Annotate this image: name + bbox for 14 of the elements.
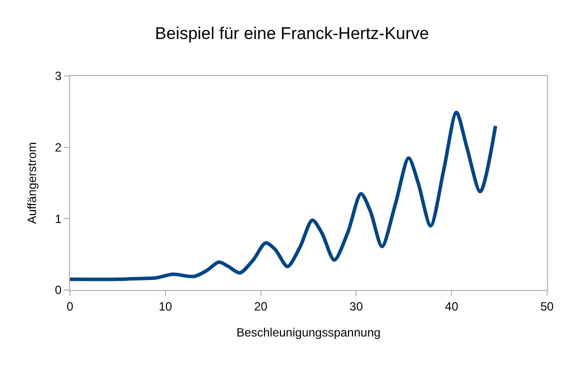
chart-title: Beispiel für eine Franck-Hertz-Kurve: [155, 24, 429, 43]
y-tick-label: 2: [54, 140, 62, 155]
x-tick-label: 30: [350, 299, 364, 314]
x-tick-label: 10: [158, 299, 172, 314]
x-tick-label: 50: [540, 299, 554, 314]
y-tick-label: 3: [54, 69, 62, 84]
line-series: [70, 110, 498, 282]
x-axis-title: Beschleunigungsspannung: [236, 325, 381, 340]
x-tick-label: 0: [66, 299, 74, 314]
y-axis-title: Auffängerstrom: [25, 142, 40, 224]
x-tick-label: 40: [444, 299, 459, 314]
y-tick-label: 1: [54, 212, 62, 226]
y-tick-label: 0: [54, 283, 62, 298]
x-tick-label: 20: [254, 299, 268, 314]
